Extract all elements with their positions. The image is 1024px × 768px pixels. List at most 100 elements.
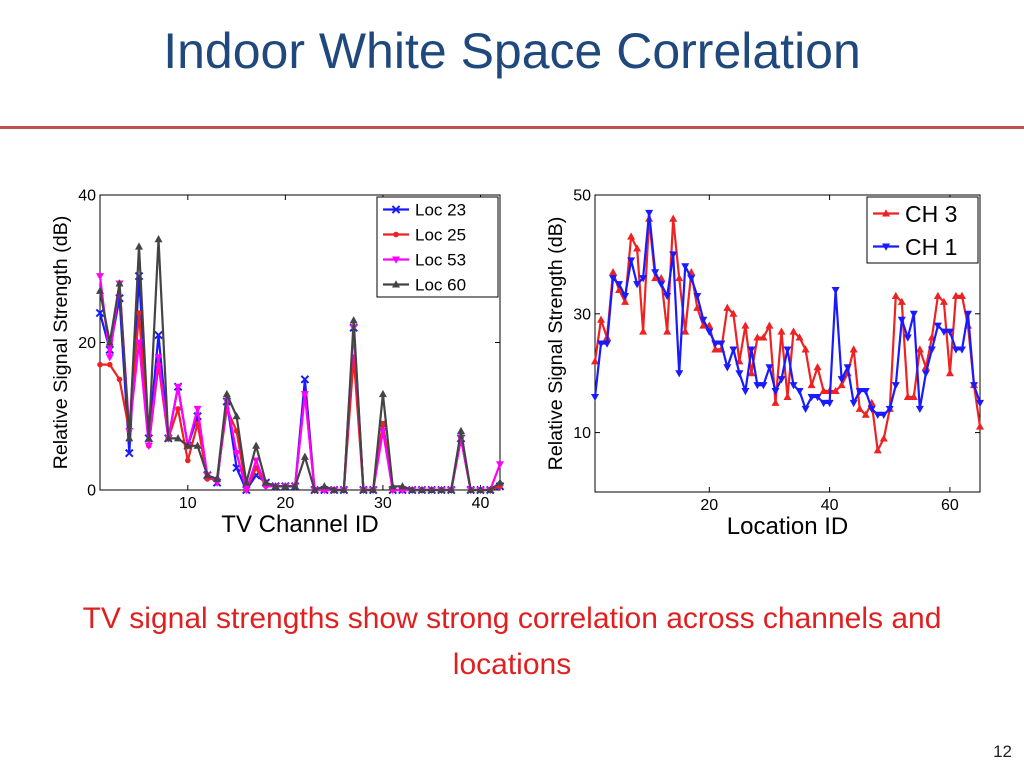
legend-swatch-marker <box>882 243 890 251</box>
data-point <box>807 380 816 389</box>
data-point <box>300 452 309 460</box>
slide-title: Indoor White Space Correlation <box>163 23 861 79</box>
data-point <box>281 482 290 490</box>
data-point <box>873 446 882 454</box>
y-tick-label: 30 <box>573 306 591 323</box>
data-point <box>741 321 750 329</box>
legend-label: Loc 23 <box>415 201 466 220</box>
data-point <box>933 322 942 330</box>
data-point <box>771 388 780 396</box>
data-point <box>105 338 114 346</box>
data-point <box>813 363 822 371</box>
data-point <box>747 369 756 377</box>
data-point <box>753 333 762 341</box>
data-point <box>795 333 804 341</box>
data-point <box>699 321 708 329</box>
data-point <box>687 275 696 283</box>
data-point <box>203 471 212 479</box>
legend-swatch-marker <box>393 231 399 238</box>
data-point <box>124 448 134 458</box>
data-point <box>154 235 163 243</box>
data-point <box>939 328 948 336</box>
data-point <box>242 487 251 495</box>
data-point <box>627 232 636 240</box>
data-point <box>609 275 618 283</box>
data-point <box>849 399 858 408</box>
data-point <box>300 375 310 384</box>
data-point <box>915 405 924 414</box>
data-point <box>681 263 690 271</box>
data-point <box>591 357 599 365</box>
data-point <box>105 354 114 362</box>
x-tick-label: 20 <box>276 495 294 512</box>
data-point <box>933 291 942 299</box>
data-point <box>711 345 720 353</box>
data-point <box>456 426 465 434</box>
y-axis-label: Relative Signal Strength (dB) <box>50 216 72 470</box>
data-point <box>903 392 912 400</box>
chart-location: 20 40 60 10 30 50 Location ID Relative Signal S… <box>530 180 990 545</box>
data-point <box>969 382 978 390</box>
data-point <box>639 327 648 335</box>
data-point <box>175 406 181 412</box>
data-point <box>681 327 690 335</box>
data-point <box>621 297 630 305</box>
data-point <box>837 376 846 384</box>
data-point <box>193 405 202 414</box>
data-point <box>813 393 822 402</box>
data-point <box>657 281 666 289</box>
legend-swatch-marker <box>392 280 400 288</box>
data-point <box>897 297 906 305</box>
data-point <box>795 388 804 396</box>
data-point <box>825 399 834 408</box>
data-point <box>261 478 270 486</box>
legend-swatch-marker <box>391 205 401 214</box>
data-point <box>879 411 888 419</box>
legend: CH 3 CH 1 <box>866 196 979 264</box>
x-axis-label: Location ID <box>727 513 848 540</box>
data-point <box>115 279 124 287</box>
data-point <box>398 482 407 490</box>
data-point <box>417 485 426 493</box>
data-point <box>819 386 828 395</box>
data-point <box>496 478 504 486</box>
data-point <box>300 391 309 399</box>
data-point <box>891 382 900 390</box>
data-point <box>359 485 368 493</box>
data-point <box>783 392 792 400</box>
page-number: 12 <box>993 742 1012 761</box>
data-point <box>789 327 798 335</box>
data-point <box>951 346 960 354</box>
data-point <box>879 434 888 442</box>
data-point <box>849 345 858 353</box>
data-point <box>789 382 798 390</box>
data-point <box>759 382 768 390</box>
data-point <box>759 333 768 341</box>
data-point <box>154 330 163 340</box>
data-point <box>320 482 329 490</box>
data-point <box>699 316 708 324</box>
data-point <box>729 309 738 317</box>
data-point <box>675 273 684 282</box>
data-point <box>855 404 864 412</box>
data-point <box>957 346 966 354</box>
data-point <box>427 485 436 493</box>
data-point <box>939 297 948 305</box>
data-point <box>837 380 846 389</box>
data-point <box>291 482 300 490</box>
data-point <box>927 346 936 354</box>
data-point <box>310 485 319 493</box>
data-point <box>183 441 192 449</box>
chart-tv-channel: 10 20 30 40 0 20 40 TV Channel ID Relative Signa… <box>30 180 510 545</box>
legend-label: Loc 60 <box>415 276 466 295</box>
data-point <box>136 310 142 316</box>
y-tick-label: 10 <box>573 425 591 442</box>
data-point <box>915 345 924 353</box>
data-point <box>144 442 153 450</box>
data-point <box>603 340 612 348</box>
data-point <box>921 370 930 378</box>
data-point <box>154 354 163 362</box>
data-point <box>867 405 876 414</box>
legend-label: Loc 25 <box>415 226 466 245</box>
data-point <box>408 485 417 493</box>
